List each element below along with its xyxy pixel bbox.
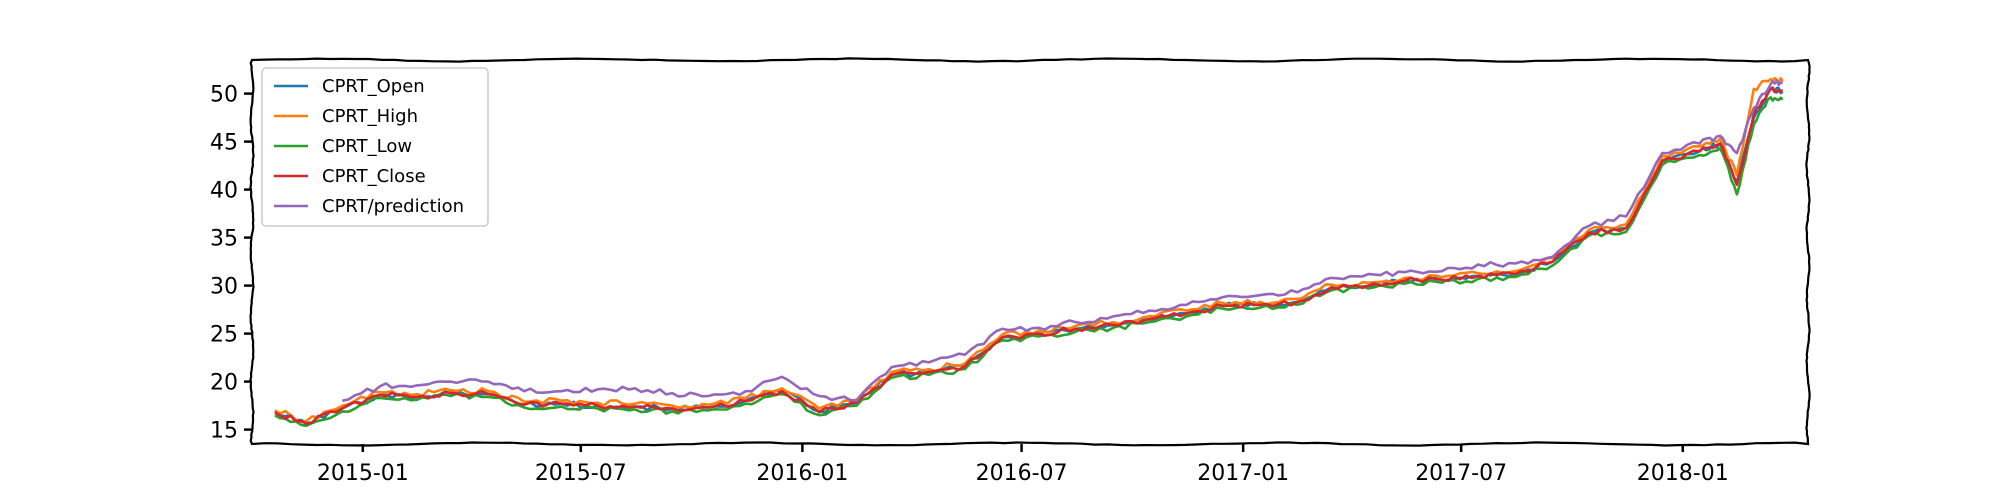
- axis-layer: 15 20 25 30 35 40 45 50 2015-01 2015-07 2016-01 201…: [210, 83, 1729, 486]
- x-tick-label: 2015-01: [317, 461, 409, 486]
- y-tick-label: 40: [210, 179, 238, 204]
- x-tick-label: 2015-07: [535, 461, 627, 486]
- series-line-cprt-prediction: [342, 79, 1784, 403]
- legend-label: CPRT/prediction: [322, 196, 464, 217]
- series-line-cprt-close: [274, 86, 1783, 426]
- y-tick-label: 30: [210, 275, 238, 300]
- legend-label: CPRT_Close: [322, 166, 426, 187]
- y-tick-label: 25: [210, 323, 238, 348]
- plot-frame: [249, 57, 1811, 447]
- series-line-cprt-low: [274, 96, 1784, 428]
- series-layer: [274, 76, 1784, 428]
- legend-label: CPRT_High: [322, 106, 418, 127]
- series-line-cprt-high: [274, 76, 1784, 424]
- y-tick-label: 15: [210, 419, 238, 444]
- y-tick-label: 45: [210, 131, 238, 156]
- legend: CPRT_Open CPRT_High CPRT_Low CPRT_Close CPRT…: [261, 67, 489, 227]
- y-tick-label: 20: [210, 371, 238, 396]
- x-tick-label: 2016-07: [976, 461, 1068, 486]
- legend-label: CPRT_Low: [322, 136, 412, 157]
- x-tick-label: 2018-01: [1637, 461, 1729, 486]
- x-tick-label: 2017-07: [1415, 461, 1507, 486]
- y-tick-label: 35: [210, 227, 238, 252]
- y-tick-label: 50: [210, 83, 238, 108]
- x-tick-label: 2017-01: [1197, 461, 1289, 486]
- x-tick-label: 2016-01: [756, 461, 848, 486]
- legend-label: CPRT_Open: [322, 76, 425, 97]
- legend-box: [261, 67, 489, 227]
